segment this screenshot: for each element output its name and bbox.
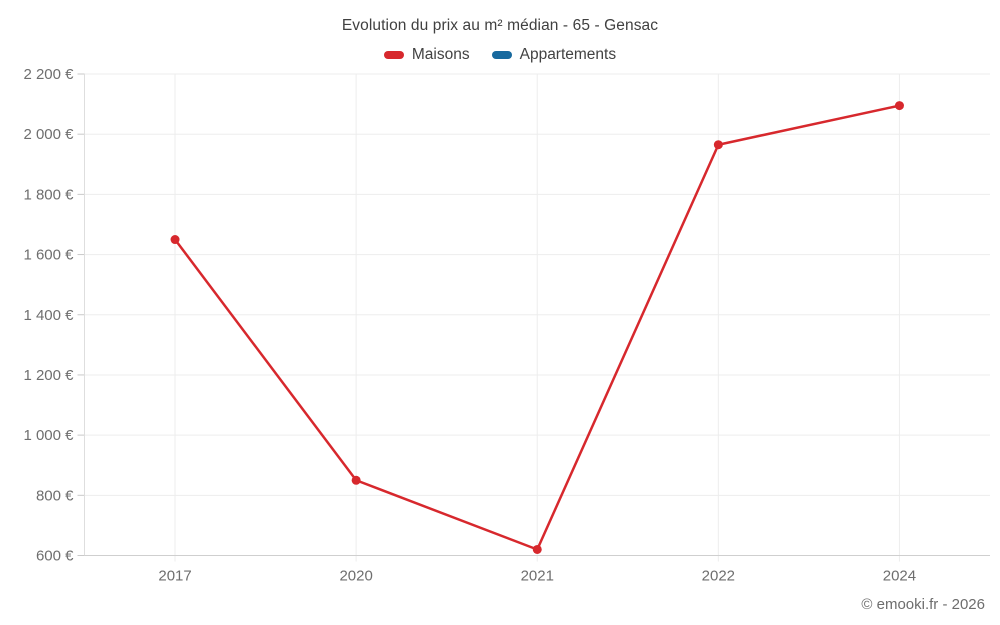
x-tick-label: 2020 [339, 568, 372, 585]
y-tick-label: 2 000 € [23, 126, 74, 143]
x-tick-label: 2021 [521, 568, 554, 585]
y-tick-label: 1 400 € [23, 307, 74, 324]
copyright-note: © emooki.fr - 2026 [861, 596, 985, 613]
legend-swatch [491, 51, 512, 59]
y-tick-label: 1 600 € [23, 247, 74, 264]
legend-label: Appartements [519, 46, 617, 63]
legend-label: Maisons [411, 46, 470, 63]
x-tick-label: 2024 [883, 568, 916, 585]
y-tick-label: 2 200 € [23, 66, 74, 83]
data-point-maisons-2020[interactable] [351, 475, 361, 485]
data-point-maisons-2017[interactable] [170, 235, 180, 245]
x-tick-label: 2017 [158, 568, 191, 585]
chart-title: Evolution du prix au m² médian - 65 - Ge… [341, 17, 659, 34]
chart-legend: Maisons Appartements [0, 46, 1000, 64]
legend-item-maisons[interactable]: Maisons [383, 46, 470, 64]
y-tick-label: 1 200 € [23, 367, 74, 384]
y-tick-label: 1 800 € [23, 186, 74, 203]
x-tick-label: 2022 [702, 568, 735, 585]
y-tick-label: 600 € [36, 548, 74, 565]
legend-swatch [383, 51, 404, 59]
y-tick-label: 1 000 € [23, 427, 74, 444]
data-point-maisons-2021[interactable] [532, 544, 542, 554]
data-point-maisons-2022[interactable] [713, 140, 723, 150]
data-point-maisons-2024[interactable] [894, 101, 904, 111]
legend-item-appartements[interactable]: Appartements [491, 46, 617, 64]
y-tick-label: 800 € [36, 487, 74, 504]
